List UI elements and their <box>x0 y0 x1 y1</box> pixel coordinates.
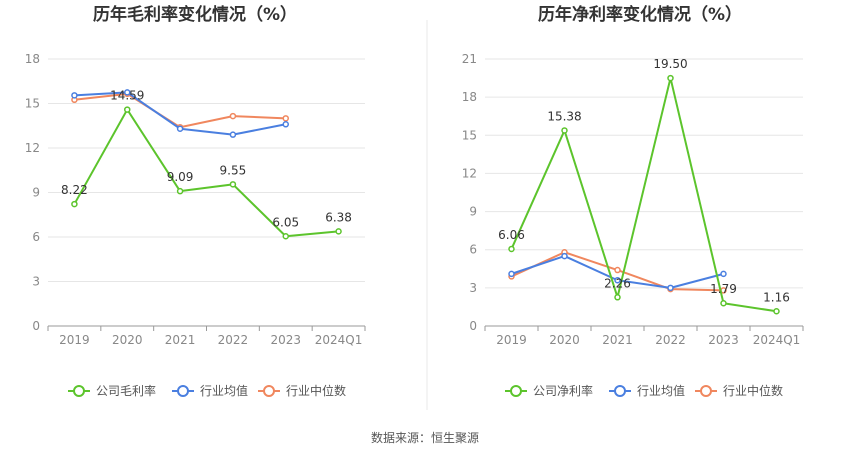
legend-label[interactable]: 行业均值 <box>637 383 685 398</box>
legend-label[interactable]: 行业中位数 <box>723 383 783 398</box>
x-tick-label: 2022 <box>655 333 686 347</box>
data-point <box>124 106 131 113</box>
y-tick-label: 3 <box>469 281 477 295</box>
legend-label[interactable]: 行业均值 <box>200 383 248 398</box>
data-point <box>71 200 78 208</box>
data-label: 2.26 <box>604 276 631 290</box>
data-point <box>508 245 515 253</box>
data-point <box>720 270 727 278</box>
y-tick-label: 0 <box>469 319 477 333</box>
x-tick-label: 2024Q1 <box>315 333 363 347</box>
y-tick-label: 18 <box>25 52 40 66</box>
series-line <box>510 77 777 313</box>
legend-swatch-marker[interactable] <box>614 385 626 397</box>
data-point <box>282 115 289 122</box>
data-label: 6.06 <box>498 228 525 242</box>
legend-label[interactable]: 行业中位数 <box>286 383 346 398</box>
data-label: 1.79 <box>710 282 737 296</box>
chart-title: 历年净利率变化情况（%） <box>538 4 742 25</box>
data-label: 15.38 <box>547 109 581 123</box>
series-line <box>73 108 339 238</box>
data-point <box>335 228 342 235</box>
data-point <box>176 187 184 195</box>
data-label: 6.38 <box>325 210 352 224</box>
y-tick-label: 3 <box>32 275 40 289</box>
data-label: 9.09 <box>167 170 194 184</box>
legend-swatch-marker[interactable] <box>177 385 189 397</box>
x-tick-label: 2019 <box>59 333 90 347</box>
data-point <box>561 127 568 134</box>
legend-swatch-marker[interactable] <box>700 385 712 397</box>
data-label: 9.55 <box>220 163 247 177</box>
data-point <box>667 74 674 82</box>
data-label: 1.16 <box>763 290 790 304</box>
y-tick-label: 0 <box>32 319 40 333</box>
y-tick-label: 12 <box>25 141 40 155</box>
data-label: 8.22 <box>61 183 88 197</box>
data-point <box>508 270 515 278</box>
data-point <box>229 131 237 138</box>
y-tick-label: 12 <box>462 166 477 180</box>
data-point <box>667 284 674 292</box>
y-tick-label: 21 <box>462 52 477 66</box>
y-tick-label: 6 <box>32 230 40 244</box>
data-point <box>229 112 237 120</box>
x-tick-label: 2022 <box>218 333 249 347</box>
legend-label[interactable]: 公司毛利率 <box>96 383 156 398</box>
data-point <box>71 92 78 99</box>
y-tick-label: 18 <box>462 90 477 104</box>
source-note: 数据来源：恒生聚源 <box>371 430 479 445</box>
x-tick-label: 2021 <box>602 333 633 347</box>
x-tick-label: 2020 <box>549 333 580 347</box>
x-tick-label: 2024Q1 <box>753 333 801 347</box>
data-point <box>282 121 289 128</box>
x-tick-label: 2019 <box>496 333 527 347</box>
y-tick-label: 9 <box>32 186 40 200</box>
chart-title: 历年毛利率变化情况（%） <box>93 4 297 25</box>
x-tick-label: 2023 <box>270 333 301 347</box>
data-point <box>229 181 237 188</box>
data-point <box>614 276 621 284</box>
x-tick-label: 2023 <box>708 333 739 347</box>
data-label: 19.50 <box>653 57 687 71</box>
legend-swatch-marker[interactable] <box>263 385 275 397</box>
data-label: 14.59 <box>110 89 144 103</box>
data-point <box>561 252 568 260</box>
series-line <box>74 92 286 129</box>
data-point <box>720 299 727 307</box>
x-tick-label: 2021 <box>165 333 196 347</box>
data-point <box>614 266 621 274</box>
y-tick-label: 15 <box>462 128 477 142</box>
data-point <box>614 294 621 301</box>
y-tick-label: 6 <box>469 243 477 257</box>
y-tick-label: 9 <box>469 205 477 219</box>
data-point <box>773 308 780 315</box>
y-tick-label: 15 <box>25 97 40 111</box>
legend-swatch-marker[interactable] <box>510 385 522 397</box>
x-tick-label: 2020 <box>112 333 143 347</box>
data-point <box>282 233 289 240</box>
legend-swatch-marker[interactable] <box>73 385 85 397</box>
data-point <box>124 89 131 96</box>
data-label: 6.05 <box>272 215 299 229</box>
data-point <box>176 125 184 132</box>
legend-label[interactable]: 公司净利率 <box>533 383 593 398</box>
